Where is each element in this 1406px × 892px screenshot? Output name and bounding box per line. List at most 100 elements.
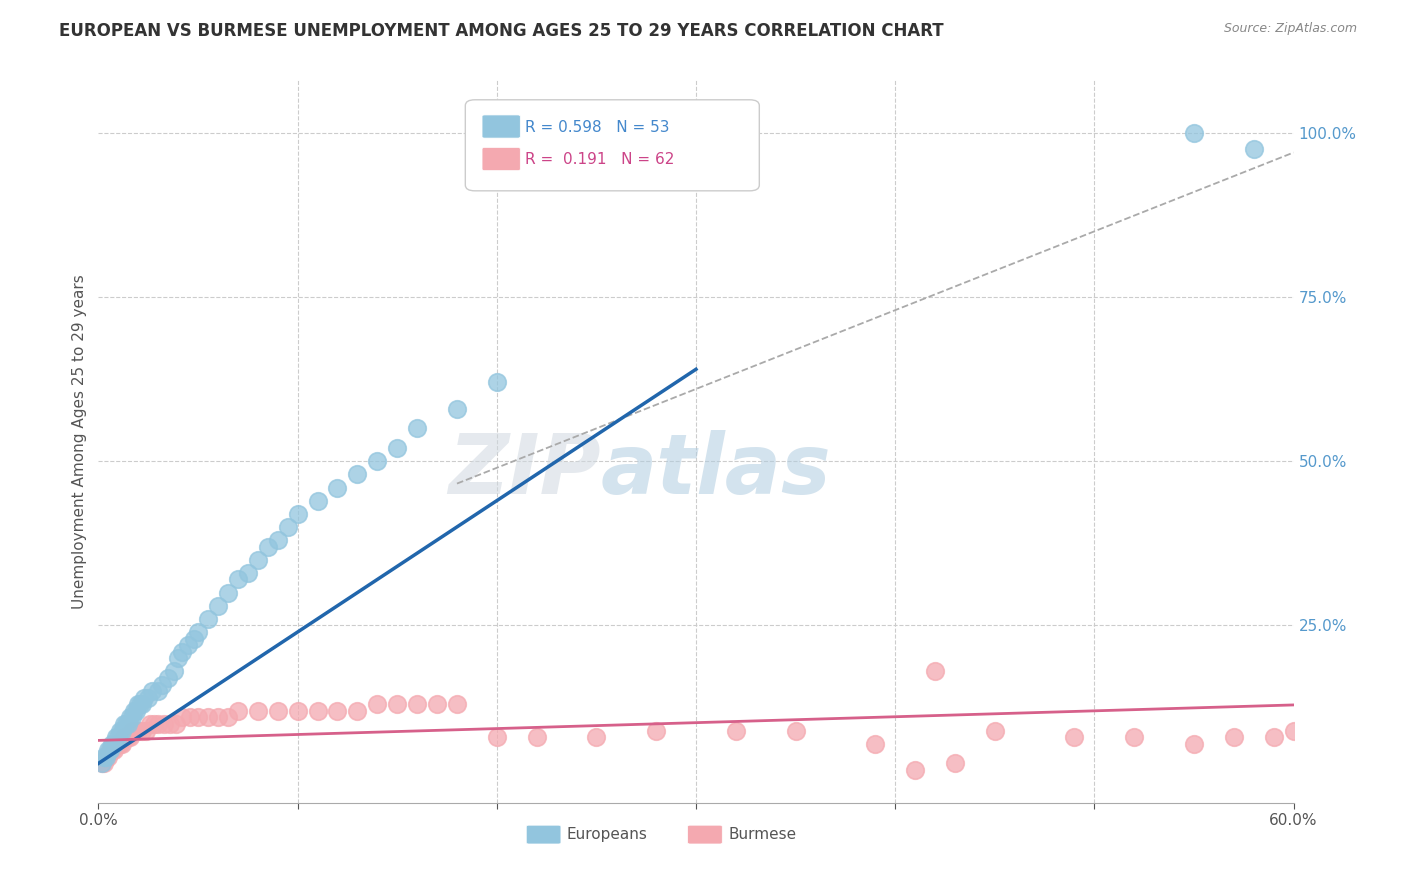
- Point: [117, 730, 139, 744]
- FancyBboxPatch shape: [688, 825, 723, 844]
- Point: [385, 441, 409, 455]
- Point: [1243, 142, 1265, 156]
- Point: [207, 710, 229, 724]
- Point: [485, 730, 508, 744]
- Point: [1182, 126, 1205, 140]
- FancyBboxPatch shape: [526, 825, 561, 844]
- Point: [127, 723, 149, 738]
- Point: [91, 756, 114, 771]
- Point: [326, 704, 349, 718]
- Point: [120, 730, 142, 744]
- Point: [105, 730, 128, 744]
- Text: atlas: atlas: [600, 430, 831, 511]
- Point: [172, 645, 194, 659]
- Point: [904, 763, 927, 777]
- Point: [121, 710, 143, 724]
- Point: [125, 723, 148, 738]
- Point: [167, 651, 190, 665]
- Point: [157, 671, 180, 685]
- Point: [121, 723, 143, 738]
- FancyBboxPatch shape: [482, 147, 520, 170]
- Point: [179, 710, 201, 724]
- Point: [924, 665, 946, 679]
- Point: [984, 723, 1007, 738]
- Text: Burmese: Burmese: [728, 827, 796, 842]
- Text: ZIP: ZIP: [447, 430, 600, 511]
- Point: [120, 710, 142, 724]
- Point: [526, 730, 548, 744]
- Text: R = 0.598   N = 53: R = 0.598 N = 53: [524, 120, 669, 135]
- Point: [131, 723, 153, 738]
- Point: [112, 730, 135, 744]
- Point: [187, 710, 209, 724]
- Point: [129, 698, 152, 712]
- Y-axis label: Unemployment Among Ages 25 to 29 years: Unemployment Among Ages 25 to 29 years: [72, 274, 87, 609]
- Point: [110, 737, 132, 751]
- Point: [139, 717, 162, 731]
- Point: [135, 723, 157, 738]
- Point: [326, 481, 349, 495]
- Point: [267, 704, 290, 718]
- Point: [98, 743, 122, 757]
- Point: [287, 704, 309, 718]
- Point: [97, 743, 120, 757]
- Point: [645, 723, 668, 738]
- Point: [236, 566, 259, 580]
- Point: [406, 698, 429, 712]
- Point: [287, 507, 309, 521]
- Point: [111, 737, 134, 751]
- Point: [226, 704, 249, 718]
- Point: [1182, 737, 1205, 751]
- Point: [110, 723, 132, 738]
- Point: [183, 632, 205, 646]
- Point: [103, 737, 125, 751]
- Point: [197, 710, 219, 724]
- Point: [105, 737, 128, 751]
- Point: [277, 520, 299, 534]
- Point: [1263, 730, 1285, 744]
- Point: [165, 717, 187, 731]
- Point: [103, 743, 125, 757]
- Point: [207, 599, 229, 613]
- Point: [943, 756, 966, 771]
- Point: [177, 638, 200, 652]
- Point: [112, 717, 135, 731]
- Point: [117, 717, 139, 731]
- Point: [406, 421, 429, 435]
- Point: [148, 684, 170, 698]
- Point: [131, 698, 153, 712]
- Point: [585, 730, 607, 744]
- FancyBboxPatch shape: [482, 115, 520, 138]
- Point: [150, 677, 173, 691]
- Point: [246, 704, 269, 718]
- Point: [366, 698, 388, 712]
- Point: [136, 690, 159, 705]
- Point: [101, 737, 124, 751]
- Point: [256, 540, 278, 554]
- Point: [172, 710, 194, 724]
- Point: [426, 698, 449, 712]
- Point: [163, 665, 186, 679]
- Point: [96, 749, 118, 764]
- Point: [1282, 723, 1305, 738]
- Point: [187, 625, 209, 640]
- Point: [127, 698, 149, 712]
- Point: [97, 749, 120, 764]
- Point: [124, 704, 146, 718]
- Point: [446, 401, 468, 416]
- Point: [785, 723, 807, 738]
- Point: [91, 756, 114, 771]
- FancyBboxPatch shape: [465, 100, 759, 191]
- Point: [307, 493, 329, 508]
- Point: [217, 710, 239, 724]
- Point: [485, 376, 508, 390]
- Point: [1123, 730, 1146, 744]
- Point: [93, 756, 115, 771]
- Text: Europeans: Europeans: [567, 827, 648, 842]
- Point: [96, 749, 118, 764]
- Point: [101, 743, 124, 757]
- Point: [125, 704, 148, 718]
- Point: [446, 698, 468, 712]
- Point: [1223, 730, 1246, 744]
- Point: [226, 573, 249, 587]
